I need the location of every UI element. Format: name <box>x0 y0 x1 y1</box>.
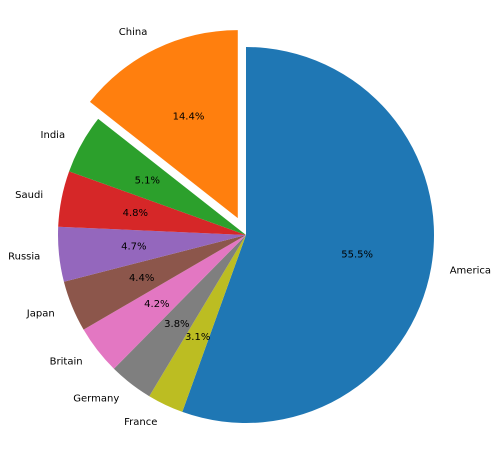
value-label: 3.8% <box>164 319 189 330</box>
pie-slice <box>58 226 247 282</box>
value-label: 4.2% <box>144 299 169 310</box>
slice-label: Japan <box>26 309 55 320</box>
slice-label: India <box>41 130 66 141</box>
slice-label: America <box>450 266 491 277</box>
pie-slice <box>89 30 238 219</box>
value-label: 4.8% <box>123 208 148 219</box>
value-label: 4.7% <box>121 242 146 253</box>
slice-label: France <box>124 417 157 428</box>
value-label: 55.5% <box>341 249 373 260</box>
pie-slice <box>58 171 246 235</box>
pie-slice <box>149 235 246 412</box>
slice-label: Britain <box>50 357 83 368</box>
slice-label: China <box>119 27 148 38</box>
pie-slice <box>69 118 247 235</box>
slice-label: Germany <box>73 393 119 404</box>
value-label: 5.1% <box>135 175 160 186</box>
slice-label: Saudi <box>15 190 43 201</box>
pie-slice <box>83 235 246 369</box>
value-label: 14.4% <box>173 112 205 123</box>
slice-label: Russia <box>8 251 40 262</box>
pie-slice <box>63 235 246 330</box>
value-label: 3.1% <box>185 332 210 343</box>
value-label: 4.4% <box>129 273 154 284</box>
pie-slice <box>182 47 435 423</box>
pie-slice <box>113 235 247 397</box>
